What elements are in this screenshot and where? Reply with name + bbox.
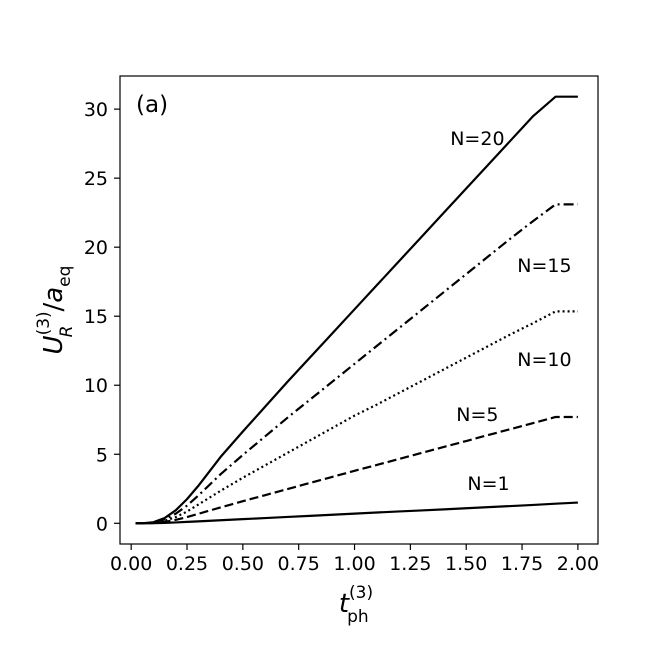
x-axis-label-superscript: (3) <box>349 583 373 603</box>
panel-label: (a) <box>136 92 168 118</box>
x-tick-label: 0.25 <box>166 553 208 575</box>
x-tick-label: 2.00 <box>557 553 599 575</box>
x-tick-label: 1.25 <box>389 553 431 575</box>
y-tick-label: 10 <box>84 375 108 397</box>
x-axis-label-base: t <box>339 589 350 619</box>
y-tick-label: 20 <box>84 237 108 259</box>
y-axis-label-denominator-subscript: eq <box>55 266 75 287</box>
x-tick-label: 0.50 <box>222 553 264 575</box>
y-tick-label: 0 <box>96 513 108 535</box>
series-line-n-15 <box>135 203 578 525</box>
x-tick-label: 1.00 <box>333 553 375 575</box>
x-tick-label: 0.00 <box>110 553 152 575</box>
y-tick-label: 25 <box>84 168 108 190</box>
y-axis-label-superscript: (3) <box>34 311 54 335</box>
x-tick-label: 0.75 <box>278 553 320 575</box>
series-line-n-10 <box>135 310 578 525</box>
series-line-n-1 <box>135 501 578 525</box>
y-tick-label: 15 <box>84 306 108 328</box>
plot-frame <box>119 75 599 545</box>
series-label-n-1: N=1 <box>467 473 509 495</box>
labels-layer: t(3) phU(3) R/aeq(a)N=1N=5N=10N=15N=20 <box>34 92 572 627</box>
y-axis-label: U(3) R /aeq <box>34 266 77 355</box>
axes-layer: 0.00 0.25 0.50 0.75 1.00 1.25 1.50 1.75 2.00 0 5 10… <box>84 75 599 575</box>
series-line-n-20 <box>135 95 578 525</box>
x-axis-label: t(3) ph <box>339 583 373 627</box>
y-axis-label-slash: / <box>39 303 69 312</box>
series-line-n-5 <box>135 415 578 525</box>
x-axis-label-subscript: ph <box>347 607 369 627</box>
y-tick-label: 5 <box>96 444 108 466</box>
y-tick-label: 30 <box>84 99 108 121</box>
x-tick-label: 1.50 <box>445 553 487 575</box>
x-tick-label: 1.75 <box>501 553 543 575</box>
y-axis-label-subscript: R <box>57 326 77 338</box>
series-label-n-15: N=15 <box>517 255 571 277</box>
series-label-n-5: N=5 <box>456 404 498 426</box>
y-axis-label-base: U <box>39 335 69 354</box>
series-layer <box>135 95 578 525</box>
series-label-n-20: N=20 <box>450 128 504 150</box>
y-axis-label-denominator: a <box>39 287 69 303</box>
series-label-n-10: N=10 <box>517 349 571 371</box>
